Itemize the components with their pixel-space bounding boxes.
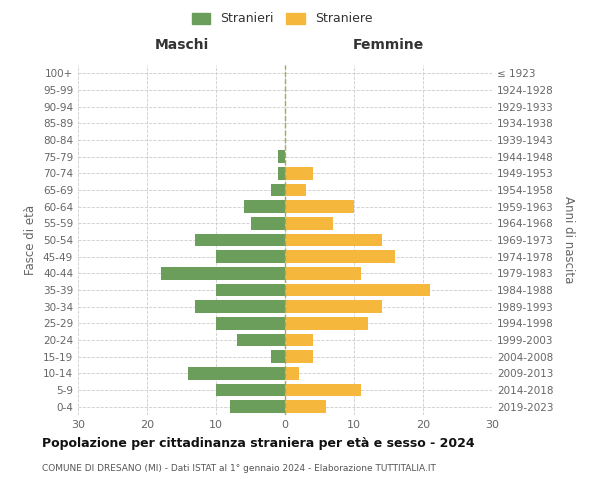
Bar xyxy=(216,284,285,296)
Bar xyxy=(285,384,361,396)
Bar xyxy=(251,217,285,230)
Bar xyxy=(285,400,326,413)
Bar xyxy=(237,334,285,346)
Bar xyxy=(285,250,395,263)
Bar xyxy=(188,367,285,380)
Bar xyxy=(244,200,285,213)
Bar xyxy=(216,250,285,263)
Bar xyxy=(285,267,361,280)
Bar xyxy=(285,217,334,230)
Y-axis label: Anni di nascita: Anni di nascita xyxy=(562,196,575,284)
Bar xyxy=(230,400,285,413)
Bar xyxy=(278,167,285,179)
Bar xyxy=(196,300,285,313)
Bar xyxy=(285,334,313,346)
Text: Femmine: Femmine xyxy=(353,38,424,52)
Bar xyxy=(285,234,382,246)
Legend: Stranieri, Straniere: Stranieri, Straniere xyxy=(188,8,376,29)
Text: Maschi: Maschi xyxy=(154,38,209,52)
Bar xyxy=(285,317,368,330)
Bar xyxy=(271,350,285,363)
Bar xyxy=(161,267,285,280)
Bar xyxy=(278,150,285,163)
Text: COMUNE DI DRESANO (MI) - Dati ISTAT al 1° gennaio 2024 - Elaborazione TUTTITALIA: COMUNE DI DRESANO (MI) - Dati ISTAT al 1… xyxy=(42,464,436,473)
Bar xyxy=(216,317,285,330)
Text: Popolazione per cittadinanza straniera per età e sesso - 2024: Popolazione per cittadinanza straniera p… xyxy=(42,438,475,450)
Bar xyxy=(271,184,285,196)
Bar xyxy=(285,300,382,313)
Bar xyxy=(285,350,313,363)
Bar xyxy=(285,184,306,196)
Bar xyxy=(196,234,285,246)
Y-axis label: Fasce di età: Fasce di età xyxy=(25,205,37,275)
Bar xyxy=(216,384,285,396)
Bar xyxy=(285,200,354,213)
Bar xyxy=(285,284,430,296)
Bar xyxy=(285,367,299,380)
Bar xyxy=(285,167,313,179)
